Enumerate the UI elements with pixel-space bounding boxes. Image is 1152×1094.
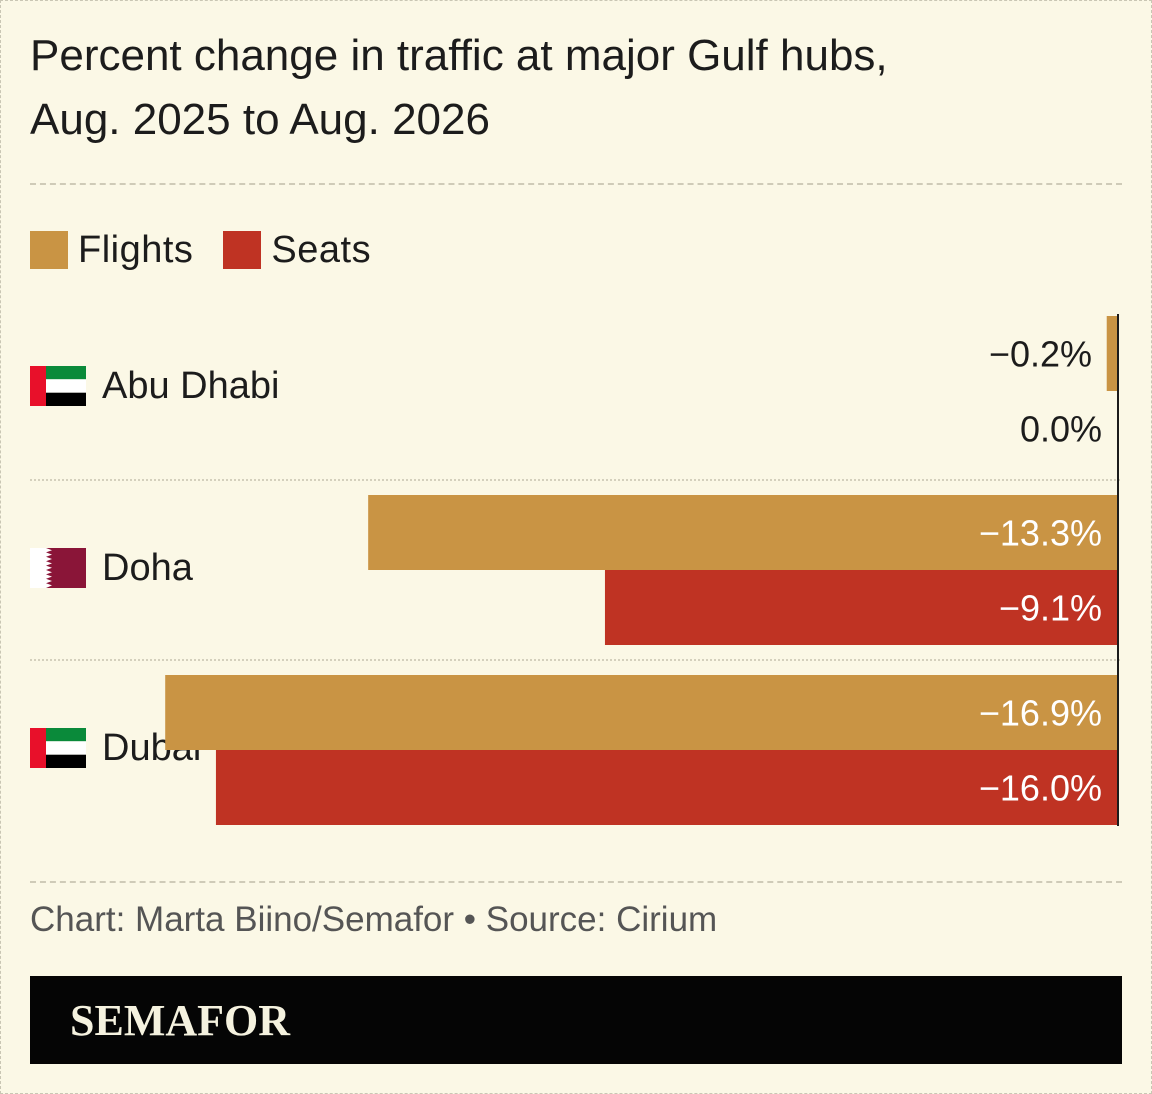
- title-line-1: Percent change in traffic at major Gulf …: [30, 31, 888, 80]
- legend-swatch-flights: [30, 231, 68, 269]
- hub-label-abu-dhabi: Abu Dhabi: [30, 356, 279, 416]
- row-separator: [30, 659, 1120, 661]
- data-label-flights-doha: −13.3%: [979, 513, 1102, 554]
- title-line-2: Aug. 2025 to Aug. 2026: [30, 95, 490, 144]
- legend-swatch-seats: [223, 231, 262, 269]
- data-label-seats-dubai: −16.0%: [979, 768, 1102, 809]
- source-credit: Chart: Marta Biino/Semafor • Source: Cir…: [30, 900, 718, 939]
- bar-flights-doha: [368, 495, 1118, 570]
- bar-flights-abu-dhabi: [1106, 316, 1118, 391]
- brand-bar: SEMAFOR: [30, 976, 1122, 1064]
- data-label-flights-dubai: −16.9%: [979, 693, 1102, 734]
- hub-label-doha: Doha: [30, 538, 193, 598]
- legend-item-seats: Seats: [223, 229, 371, 272]
- hub-name: Abu Dhabi: [102, 364, 280, 407]
- legend-label-flights: Flights: [78, 228, 194, 271]
- legend: Flights Seats: [30, 228, 401, 272]
- legend-item-flights: Flights: [30, 229, 193, 272]
- bar-seats-dubai: [215, 750, 1119, 825]
- legend-label-seats: Seats: [271, 228, 372, 271]
- bar-flights-dubai: [165, 675, 1119, 750]
- row-separator: [30, 479, 1120, 481]
- footer-divider: [30, 881, 1122, 883]
- data-label-flights-abu-dhabi: −0.2%: [989, 334, 1092, 375]
- uae-flag-icon: [30, 728, 86, 768]
- hub-name: Doha: [102, 546, 193, 589]
- brand-logo: SEMAFOR: [70, 995, 290, 1045]
- qatar-flag-icon: [30, 548, 86, 588]
- bar-seats-doha: [604, 570, 1118, 645]
- uae-flag-icon: [30, 366, 86, 406]
- chart-title: Percent change in traffic at major Gulf …: [30, 24, 1120, 152]
- data-label-seats-doha: −9.1%: [999, 588, 1102, 629]
- title-divider: [30, 183, 1122, 185]
- data-label-seats-abu-dhabi: 0.0%: [1020, 409, 1102, 450]
